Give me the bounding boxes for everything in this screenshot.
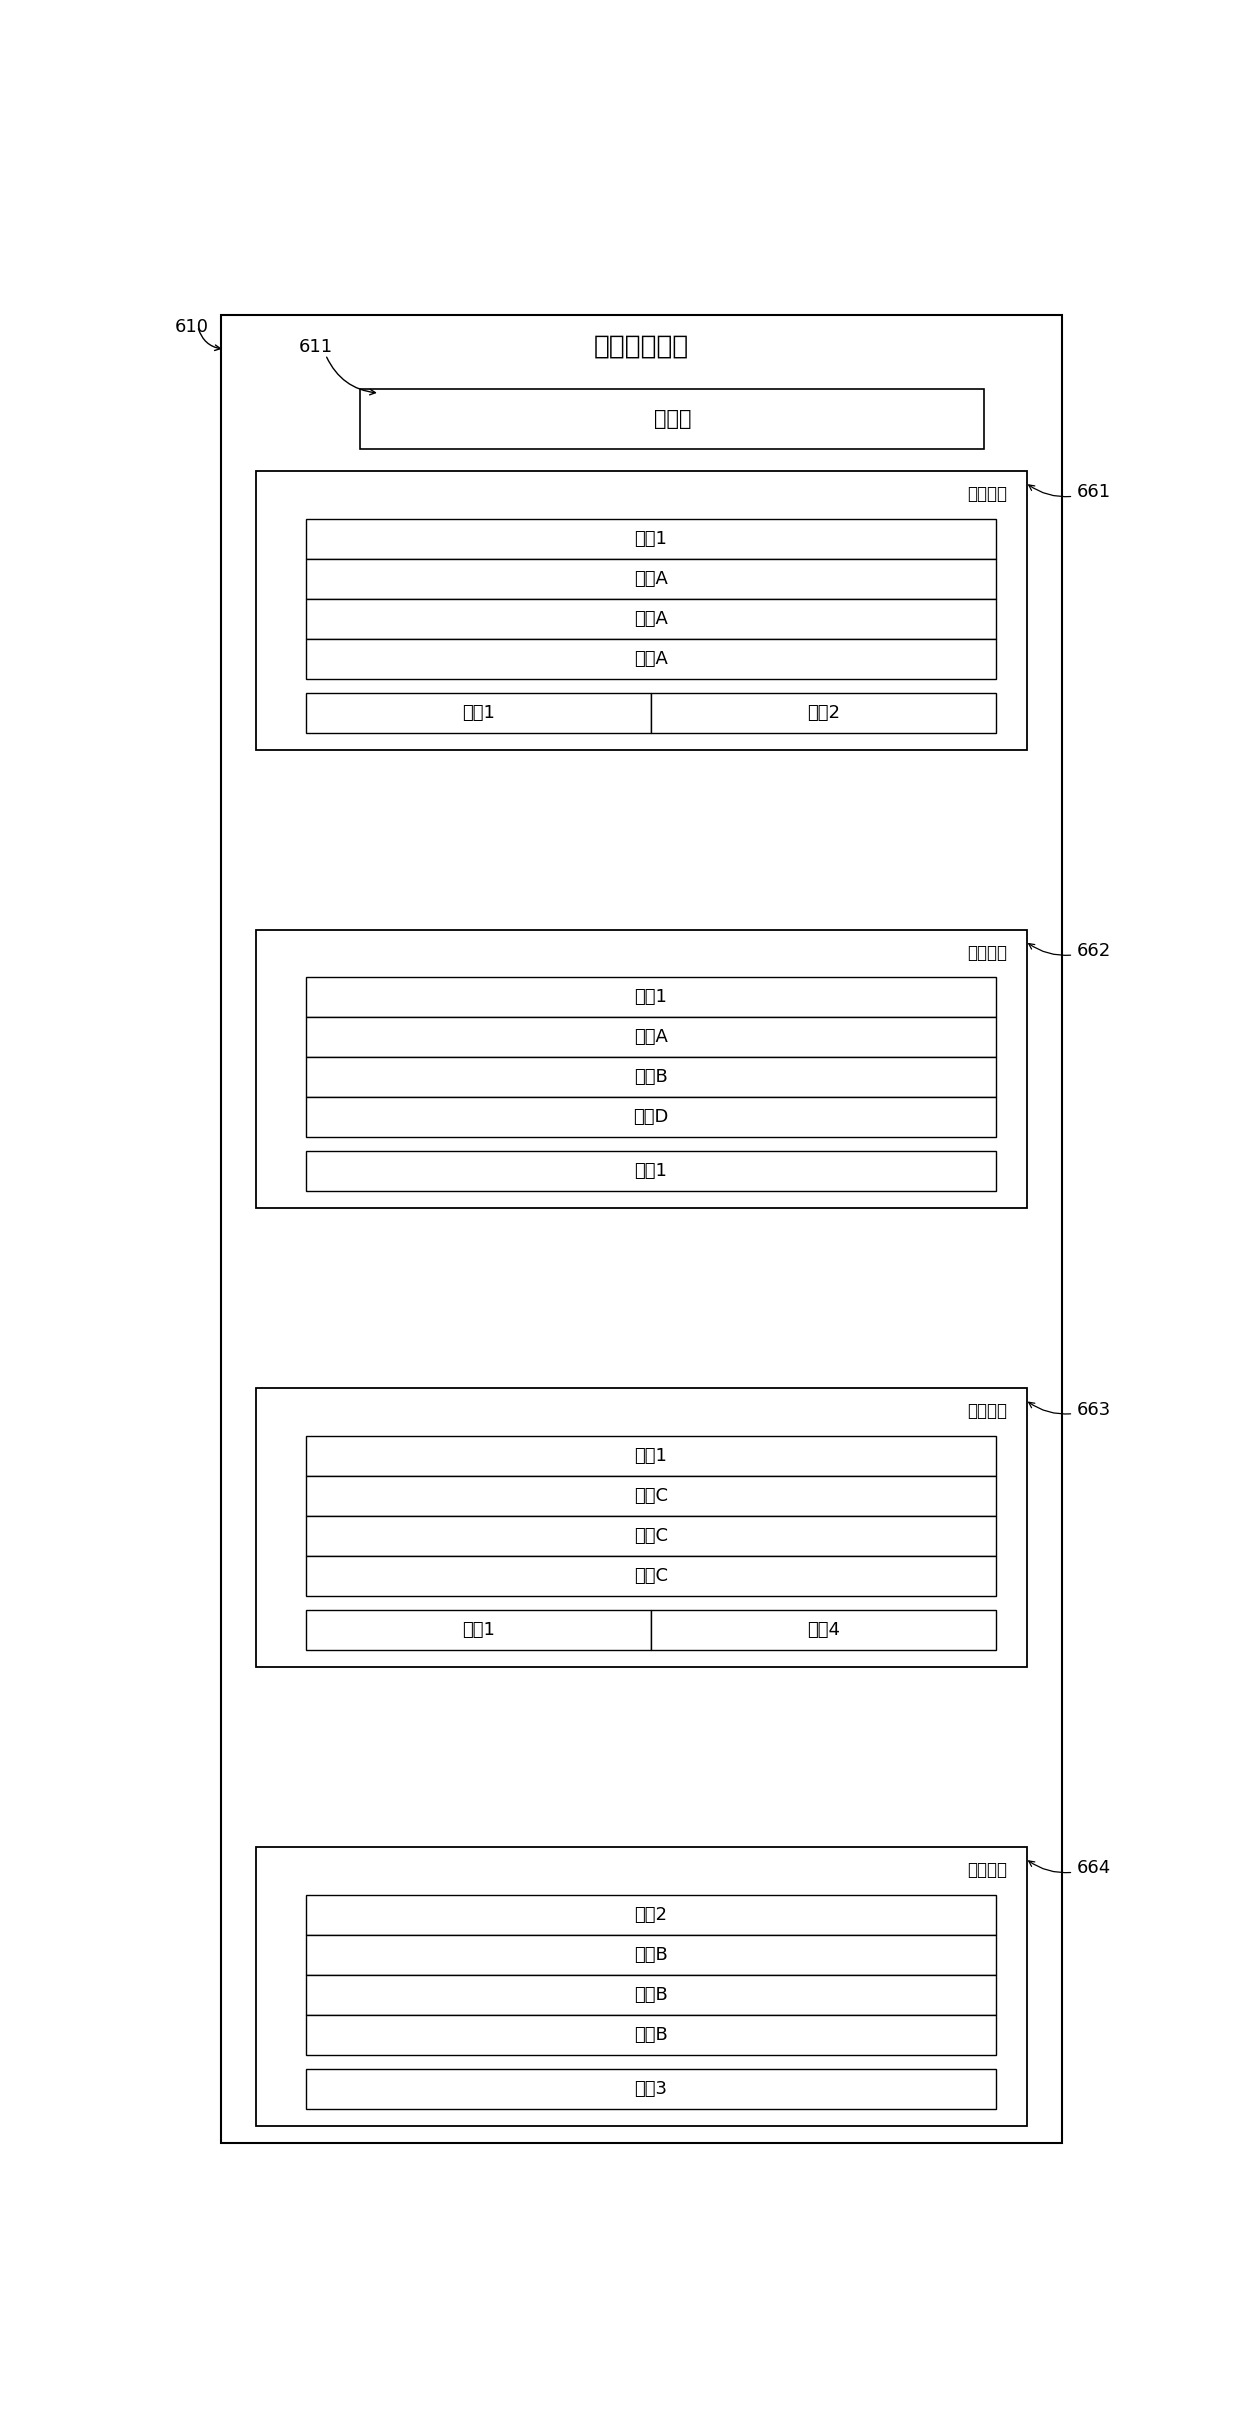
Bar — [255, 1389, 1027, 1666]
Bar — [306, 1436, 996, 1477]
Text: 服务订购信息: 服务订购信息 — [594, 333, 689, 359]
Text: 组织C: 组织C — [634, 1528, 668, 1545]
Text: 组织B: 组织B — [634, 1069, 668, 1086]
Text: 用户甲: 用户甲 — [653, 411, 691, 430]
Bar — [221, 316, 1061, 2142]
Text: 第四订购: 第四订购 — [967, 1861, 1007, 1880]
Text: 664: 664 — [1078, 1861, 1111, 1878]
Text: 第一订购: 第一订购 — [967, 486, 1007, 503]
Text: 功能1: 功能1 — [635, 1163, 667, 1180]
Text: 功能1: 功能1 — [463, 704, 495, 721]
Bar — [306, 976, 996, 1018]
Bar — [306, 1477, 996, 1516]
Text: 第三订购: 第三订购 — [967, 1402, 1007, 1421]
Text: 功能4: 功能4 — [807, 1620, 839, 1640]
Text: 角色D: 角色D — [634, 1108, 668, 1127]
Text: 661: 661 — [1078, 483, 1111, 500]
Bar — [306, 1933, 996, 1975]
Text: 应用1: 应用1 — [635, 1448, 667, 1465]
Bar — [306, 2014, 996, 2055]
Bar — [361, 389, 985, 449]
Text: 662: 662 — [1078, 942, 1111, 959]
Text: 应用2: 应用2 — [635, 1907, 667, 1924]
Bar — [306, 1516, 996, 1557]
Bar — [306, 1557, 996, 1596]
Bar — [306, 639, 996, 678]
Bar — [255, 471, 1027, 751]
Text: 功能3: 功能3 — [635, 2079, 667, 2099]
Text: 功能1: 功能1 — [463, 1620, 495, 1640]
Bar — [306, 559, 996, 598]
Text: 第二订购: 第二订购 — [967, 942, 1007, 962]
Bar — [306, 692, 651, 734]
Bar — [255, 930, 1027, 1207]
Bar — [306, 598, 996, 639]
Text: 组织B: 组织B — [634, 1987, 668, 2004]
Bar — [306, 1975, 996, 2014]
Text: 机构B: 机构B — [634, 1946, 668, 1963]
Text: 角色B: 角色B — [634, 2026, 668, 2043]
Bar — [306, 1018, 996, 1057]
Bar — [306, 1895, 996, 1933]
Bar — [651, 692, 996, 734]
Text: 机构A: 机构A — [634, 571, 668, 588]
Bar — [255, 1846, 1027, 2125]
Bar — [306, 1057, 996, 1098]
Bar — [306, 520, 996, 559]
Text: 功能2: 功能2 — [807, 704, 839, 721]
Bar — [651, 1610, 996, 1649]
Text: 610: 610 — [175, 318, 208, 338]
Text: 角色C: 角色C — [634, 1567, 668, 1586]
Text: 机构A: 机构A — [634, 1027, 668, 1047]
Bar — [306, 2070, 996, 2108]
Text: 663: 663 — [1078, 1402, 1111, 1419]
Text: 611: 611 — [299, 338, 332, 357]
Text: 应用1: 应用1 — [635, 989, 667, 1006]
Text: 机构C: 机构C — [634, 1487, 668, 1506]
Text: 应用1: 应用1 — [635, 530, 667, 547]
Bar — [306, 1610, 651, 1649]
Bar — [306, 1151, 996, 1190]
Bar — [306, 1098, 996, 1137]
Text: 组织A: 组织A — [634, 610, 668, 627]
Text: 角色A: 角色A — [634, 651, 668, 668]
